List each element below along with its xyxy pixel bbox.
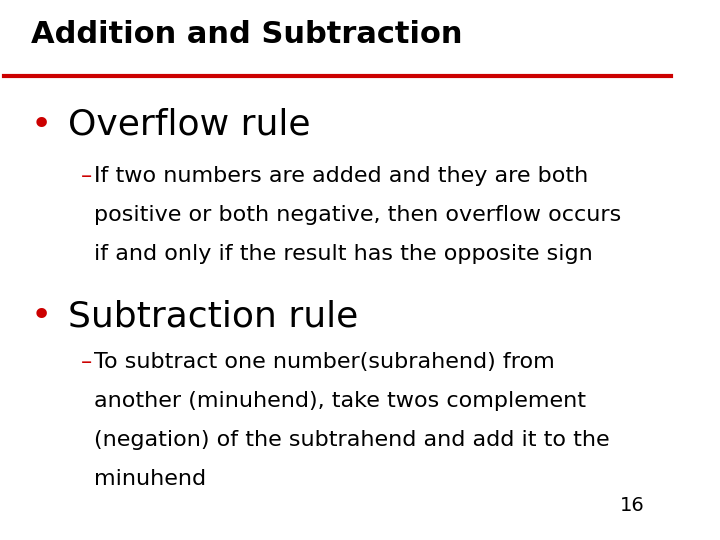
Text: if and only if the result has the opposite sign: if and only if the result has the opposi… [94,244,593,264]
Text: positive or both negative, then overflow occurs: positive or both negative, then overflow… [94,205,621,225]
Text: minuhend: minuhend [94,469,207,489]
Text: Addition and Subtraction: Addition and Subtraction [31,20,462,49]
Text: –: – [81,166,92,186]
Text: To subtract one number(subrahend) from: To subtract one number(subrahend) from [94,353,555,373]
Text: If two numbers are added and they are both: If two numbers are added and they are bo… [94,166,588,186]
Text: Subtraction rule: Subtraction rule [68,299,358,333]
Text: –: – [81,353,92,373]
Text: Overflow rule: Overflow rule [68,108,310,142]
Text: another (minuhend), take twos complement: another (minuhend), take twos complement [94,391,586,411]
Text: •: • [31,108,52,142]
Text: •: • [31,299,52,333]
Text: 16: 16 [620,496,644,515]
Text: (negation) of the subtrahend and add it to the: (negation) of the subtrahend and add it … [94,430,610,450]
